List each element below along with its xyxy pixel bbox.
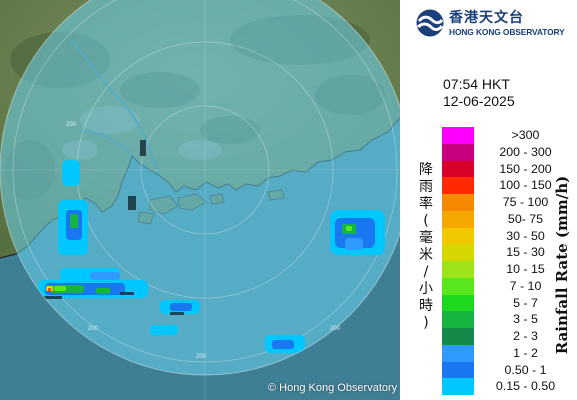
legend-title-english: Rainfall Rate (mm/h) (553, 175, 571, 355)
radar-map[interactable]: 200 200 200 200 © Hong Kong Observatory (0, 0, 400, 400)
legend-color-swatch (442, 378, 474, 395)
legend-row: 75 - 100 (442, 194, 577, 211)
legend-color-swatch (442, 294, 474, 312)
range-ring-labels: 200 200 200 200 (66, 122, 341, 360)
legend-range-label: 2 - 3 (513, 329, 538, 343)
legend-range-label: 1 - 2 (513, 345, 538, 360)
legend-row: 0.15 - 0.50 (442, 378, 577, 395)
legend-range-label: 75 - 100 (502, 195, 549, 209)
logo-chinese-name: 香港天文台 (449, 10, 524, 26)
range-ring-label: 200 (330, 326, 341, 332)
legend-row: 100 - 150 (442, 177, 577, 194)
legend-row: 15 - 30 (442, 244, 577, 261)
observation-time: 07:54 HKT (443, 76, 510, 92)
legend-row: 0.50 - 1 (442, 361, 577, 379)
observatory-emblem-icon (416, 9, 444, 37)
legend-color-swatch (442, 244, 474, 261)
legend-range-label: 10 - 15 (506, 262, 545, 276)
observatory-logo[interactable]: 香港天文台 HONG KONG OBSERVATORY (412, 6, 576, 42)
legend-range-label: 30 - 50 (506, 228, 545, 243)
legend-row: 150 - 200 (442, 160, 577, 178)
legend-row: 5 - 7 (442, 294, 577, 312)
legend-range-label: 5 - 7 (513, 295, 538, 310)
legend-row: 30 - 50 (442, 227, 577, 245)
logo-english-name: HONG KONG OBSERVATORY (449, 27, 565, 37)
rainfall-rate-legend: >300 200 - 300 150 - 200 100 - 150 75 - 100 5… (442, 127, 577, 395)
legend-range-label: 150 - 200 (499, 161, 552, 176)
legend-range-label: 50- 75 (507, 211, 544, 226)
legend-row: >300 (442, 127, 577, 144)
radial-lines (0, 0, 400, 400)
legend-color-swatch (442, 261, 474, 278)
copyright-credit: © Hong Kong Observatory (268, 382, 398, 394)
legend-range-label: >300 (511, 128, 540, 142)
legend-color-swatch (442, 227, 474, 245)
legend-range-label: 200 - 300 (499, 144, 552, 159)
legend-color-swatch (442, 344, 474, 362)
legend-color-swatch (442, 311, 474, 328)
legend-range-label: 3 - 5 (513, 312, 538, 327)
range-ring-label: 200 (88, 326, 99, 332)
legend-color-swatch (442, 177, 474, 194)
legend-row: 50- 75 (442, 210, 577, 228)
observation-date: 12-06-2025 (443, 93, 515, 109)
legend-row: 200 - 300 (442, 143, 577, 161)
range-ring-label: 200 (66, 122, 77, 128)
legend-color-swatch (442, 194, 474, 211)
legend-row: 1 - 2 (442, 344, 577, 362)
legend-row: 10 - 15 (442, 261, 577, 278)
legend-panel: 香港天文台 HONG KONG OBSERVATORY 07:54 HKT 12… (400, 0, 577, 400)
legend-row: 3 - 5 (442, 311, 577, 328)
range-ring-label: 200 (196, 354, 207, 360)
legend-range-label: 100 - 150 (499, 178, 552, 193)
legend-range-label: 15 - 30 (506, 245, 545, 260)
legend-color-swatch (442, 160, 474, 178)
legend-title-chinese: 降雨率(毫米 / 小時) (419, 162, 433, 331)
legend-color-swatch (442, 361, 474, 379)
radar-disc-edge (0, 0, 400, 376)
legend-color-swatch (442, 328, 474, 345)
legend-range-label: 0.15 - 0.50 (495, 379, 556, 394)
legend-color-swatch (442, 277, 474, 295)
legend-row: 7 - 10 (442, 277, 577, 295)
precipitation-echoes (38, 140, 385, 353)
legend-range-label: 7 - 10 (509, 278, 542, 293)
legend-color-swatch (442, 143, 474, 161)
legend-color-swatch (442, 127, 474, 144)
radar-map-canvas: 200 200 200 200 (0, 0, 400, 400)
legend-range-label: 0.50 - 1 (504, 362, 547, 377)
legend-row: 2 - 3 (442, 328, 577, 345)
legend-color-swatch (442, 210, 474, 228)
